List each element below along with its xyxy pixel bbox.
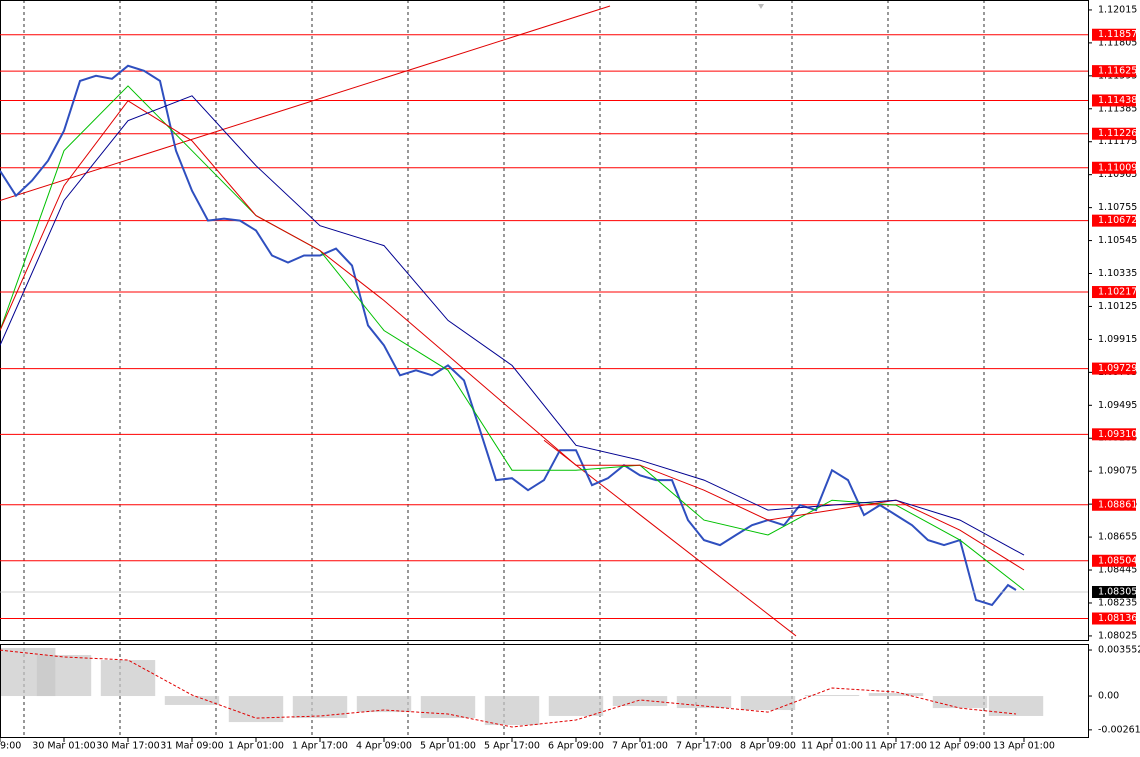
level-label-box xyxy=(1092,161,1136,174)
x-tick-label: 6 Apr 09:00 xyxy=(548,741,604,752)
oscillator-panel xyxy=(0,644,1089,738)
x-tick-label: 5 Apr 17:00 xyxy=(484,741,540,752)
x-tick-label: 11 Apr 01:00 xyxy=(801,741,863,752)
histogram-bar xyxy=(868,693,924,697)
last-price-box xyxy=(1092,585,1136,598)
y-tick-label: 1.09915 xyxy=(1098,334,1137,345)
x-tick-label: 1 Apr 01:00 xyxy=(228,741,284,752)
level-label-box xyxy=(1092,214,1136,227)
y-tick-label: 1.08235 xyxy=(1098,597,1137,608)
level-label: 1.08861 xyxy=(1098,499,1137,510)
histogram-bar xyxy=(164,696,220,705)
histogram-bar xyxy=(484,696,540,726)
level-label: 1.09310 xyxy=(1098,429,1137,440)
y-tick-label: 1.11805 xyxy=(1098,37,1137,48)
level-label-box xyxy=(1092,28,1136,41)
y-tick-label: 1.08025 xyxy=(1098,630,1137,641)
y-tick-label: 1.11175 xyxy=(1098,136,1137,147)
level-label: 1.09729 xyxy=(1098,363,1137,374)
level-label: 1.08136 xyxy=(1098,613,1137,624)
level-label-box xyxy=(1092,498,1136,511)
x-tick-label: 30 Mar 01:00 xyxy=(32,741,95,752)
level-label-box xyxy=(1092,127,1136,140)
level-label: 1.11226 xyxy=(1098,128,1137,139)
x-tick-label: 4 Apr 09:00 xyxy=(356,741,412,752)
histogram-bar xyxy=(740,696,796,711)
level-label-box xyxy=(1092,428,1136,441)
level-label-box xyxy=(1092,612,1136,625)
x-tick-label: 12 Apr 09:00 xyxy=(929,741,991,752)
y-tick-label: 0.00 xyxy=(1098,691,1119,702)
histogram-bar xyxy=(228,696,284,723)
y-tick-label: 1.10965 xyxy=(1098,169,1137,180)
histogram-bar xyxy=(356,696,412,713)
y-tick-label: 1.12015 xyxy=(1098,4,1137,15)
y-tick-label: 1.08655 xyxy=(1098,532,1137,543)
level-label: 1.08504 xyxy=(1098,555,1137,566)
y-tick-label: 0.003552 xyxy=(1098,645,1140,656)
price-panel xyxy=(0,0,1089,641)
shift-marker xyxy=(758,4,764,9)
level-label: 1.11009 xyxy=(1098,162,1137,173)
histogram-bar xyxy=(420,696,476,719)
histogram-bar xyxy=(676,696,732,709)
y-tick-label: 1.10125 xyxy=(1098,301,1137,312)
y-tick-label: 1.10545 xyxy=(1098,235,1137,246)
moving-average xyxy=(0,85,1025,591)
moving-average xyxy=(0,100,1025,571)
histogram-bar xyxy=(932,696,988,709)
y-tick-label: 1.09075 xyxy=(1098,466,1137,477)
x-tick-label: 8 Apr 09:00 xyxy=(740,741,796,752)
level-label-box xyxy=(1092,362,1136,375)
level-label-box xyxy=(1092,554,1136,567)
histogram-bar xyxy=(100,660,156,697)
level-label: 1.11857 xyxy=(1098,29,1137,40)
x-tick-label: 1 Apr 17:00 xyxy=(292,741,348,752)
y-tick-label: 1.09495 xyxy=(1098,400,1137,411)
level-label: 1.10672 xyxy=(1098,215,1137,226)
histogram-bar xyxy=(292,696,348,719)
histogram-bar xyxy=(36,654,92,697)
last-price-label: 1.08305 xyxy=(1098,586,1137,597)
level-label-box xyxy=(1092,286,1136,299)
x-tick-label: 31 Mar 09:00 xyxy=(160,741,223,752)
y-tick-label: 1.10335 xyxy=(1098,268,1137,279)
trend-line xyxy=(0,5,611,202)
y-tick-label: 1.08445 xyxy=(1098,565,1137,576)
histogram-bar xyxy=(548,696,604,716)
x-tick-label: 13 Apr 01:00 xyxy=(993,741,1055,752)
x-tick-label: 7 Apr 01:00 xyxy=(612,741,668,752)
signal-line xyxy=(0,649,1017,728)
histogram-bar xyxy=(612,696,668,707)
level-label-box xyxy=(1092,65,1136,78)
level-label-box xyxy=(1092,94,1136,107)
x-tick-label: 11 Apr 17:00 xyxy=(865,741,927,752)
y-tick-label: 1.11385 xyxy=(1098,103,1137,114)
x-tick-label: 5 Apr 01:00 xyxy=(420,741,476,752)
x-tick-label: 30 Mar 17:00 xyxy=(96,741,159,752)
y-tick-label: -0.002611 xyxy=(1098,724,1140,735)
level-label: 1.10217 xyxy=(1098,287,1137,298)
x-tick-label: 9:00 xyxy=(0,741,21,752)
level-label: 1.11438 xyxy=(1098,95,1137,106)
histogram-bar xyxy=(804,694,860,697)
y-tick-label: 1.10755 xyxy=(1098,202,1137,213)
level-label: 1.11625 xyxy=(1098,66,1137,77)
moving-average xyxy=(0,95,1025,556)
x-tick-label: 7 Apr 17:00 xyxy=(676,741,732,752)
histogram-bar xyxy=(988,696,1044,716)
